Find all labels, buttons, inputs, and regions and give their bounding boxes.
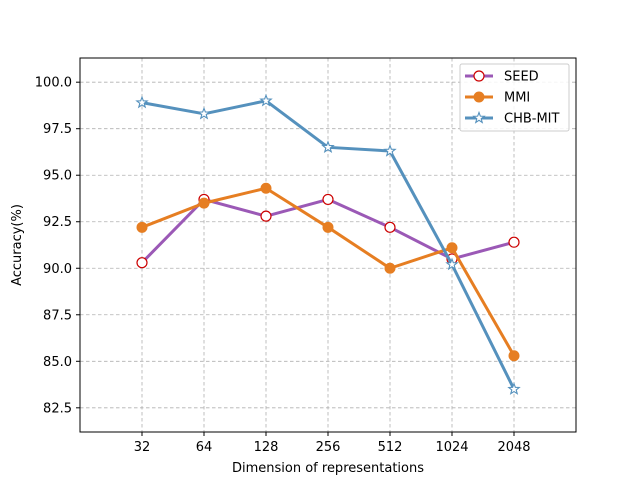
- x-axis-label: Dimension of representations: [232, 461, 424, 476]
- data-point-mmi: [322, 221, 334, 233]
- data-point-mmi: [508, 350, 520, 362]
- legend-marker-mmi: [473, 91, 485, 103]
- series-mmi: [136, 182, 520, 362]
- data-point-chb-mit: [259, 93, 273, 107]
- data-point-chb-mit: [507, 382, 521, 395]
- legend-label-seed: SEED: [504, 70, 539, 85]
- y-tick-label: 97.5: [43, 122, 72, 137]
- legend: SEED MMI CHB-MIT: [459, 63, 570, 132]
- y-tick-label: 95.0: [43, 169, 72, 184]
- legend-label-mmi: MMI: [504, 91, 530, 106]
- data-point-mmi: [446, 242, 458, 254]
- data-point-seed: [136, 257, 148, 269]
- axis-ticks: 32 64 128 256 512 1024 2048 82.5 85.0 87.5 90.0 92.…: [35, 76, 531, 455]
- x-tick-label: 128: [254, 440, 279, 455]
- data-point-chb-mit: [135, 95, 149, 109]
- x-tick-label: 1024: [435, 440, 468, 455]
- x-tick-label: 64: [196, 440, 213, 455]
- data-point-chb-mit: [197, 106, 211, 120]
- data-point-seed: [322, 193, 334, 206]
- data-point-seed: [508, 236, 520, 248]
- data-point-mmi: [260, 182, 272, 194]
- data-point-chb-mit: [445, 257, 459, 271]
- y-tick-label: 92.5: [43, 215, 72, 230]
- data-point-seed: [260, 210, 272, 222]
- data-point-mmi: [136, 221, 148, 233]
- y-tick-label: 87.5: [43, 308, 72, 323]
- x-tick-label: 2048: [497, 440, 530, 455]
- y-tick-label: 85.0: [43, 355, 72, 370]
- y-tick-label: 100.0: [35, 76, 72, 91]
- data-point-mmi: [384, 262, 396, 274]
- series-chb-mit: [135, 93, 521, 395]
- legend-box: [459, 63, 570, 132]
- x-tick-label: 32: [134, 440, 151, 455]
- y-axis-label: Accuracy(%): [10, 204, 25, 286]
- x-tick-label: 512: [378, 440, 403, 455]
- y-tick-label: 90.0: [43, 262, 72, 277]
- legend-marker-seed: [473, 70, 485, 82]
- legend-marker-chb-mit: [472, 110, 486, 124]
- data-point-mmi: [198, 197, 210, 209]
- x-tick-label: 256: [316, 440, 341, 455]
- data-point-chb-mit: [321, 140, 335, 154]
- series-group: [135, 93, 521, 395]
- data-point-seed: [384, 221, 396, 233]
- legend-label-chb-mit: CHB-MIT: [504, 112, 560, 127]
- data-point-chb-mit: [383, 143, 397, 157]
- grid-lines: [80, 58, 576, 432]
- y-tick-label: 82.5: [43, 401, 72, 416]
